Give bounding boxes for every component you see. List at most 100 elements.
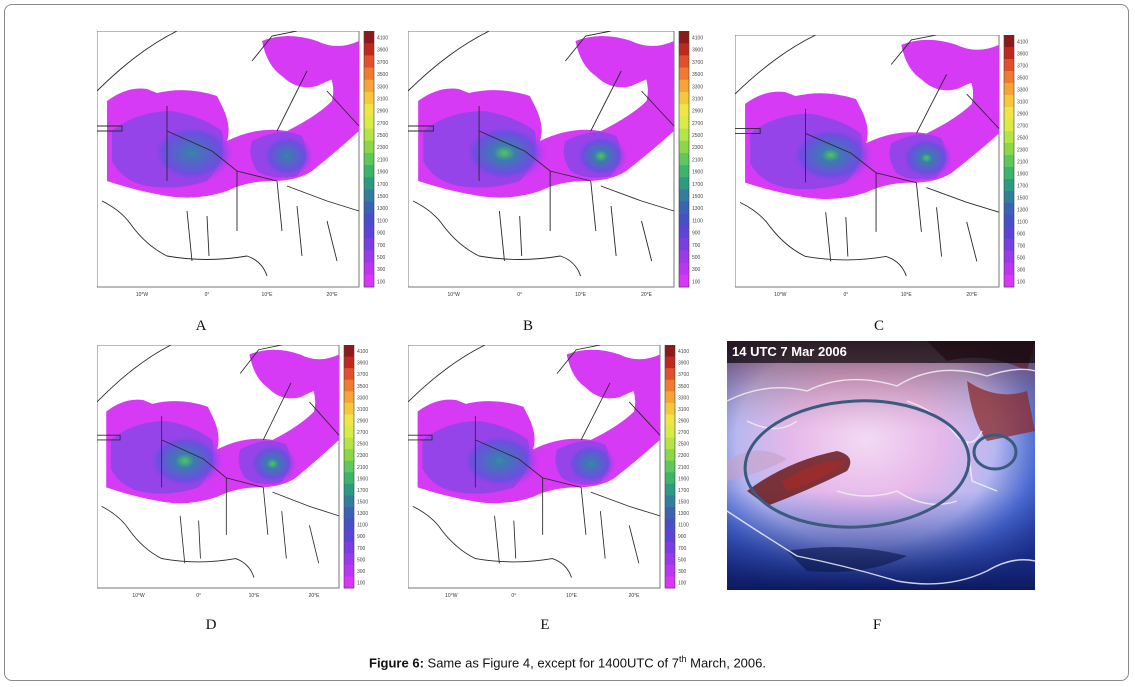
colorbar-segment — [679, 189, 689, 203]
colorbar-tick-label: 3900 — [692, 48, 703, 54]
colorbar-segment — [344, 553, 354, 566]
lon-tick-label: 10°E — [249, 593, 261, 599]
colorbar-segment — [344, 414, 354, 427]
colorbar-tick-label: 900 — [692, 231, 701, 237]
colorbar-segment — [344, 530, 354, 543]
panel-label-d: D — [205, 617, 217, 633]
lon-tick-label: 10°W — [136, 292, 149, 298]
lon-tick-label: 20°E — [309, 593, 321, 599]
colorbar-segment — [665, 553, 675, 566]
colorbar-segment — [679, 140, 689, 154]
colorbar-segment — [679, 250, 689, 264]
colorbar-segment — [679, 43, 689, 56]
colorbar-tick-label: 500 — [357, 557, 366, 563]
satellite-title: 14 UTC 7 Mar 2006 — [732, 344, 847, 359]
colorbar-segment — [364, 116, 374, 130]
colorbar-tick-label: 1900 — [1017, 171, 1028, 177]
colorbar-tick-label: 2300 — [678, 453, 689, 459]
caption-sup: th — [678, 654, 687, 664]
colorbar-tick-label: 2500 — [692, 133, 703, 139]
map-panel-c: 20°N15°N0°N10°W0°10°E20°E410039003700350… — [735, 35, 1045, 299]
colorbar-tick-label: 3500 — [692, 72, 703, 78]
colorbar-segment — [344, 541, 354, 554]
colorbar-segment — [344, 576, 354, 589]
figure-caption: Figure 6: Same as Figure 4, except for 1… — [0, 654, 1135, 670]
colorbar-segment — [364, 165, 374, 178]
colorbar-tick-label: 3300 — [1017, 87, 1028, 93]
colorbar-segment — [665, 530, 675, 543]
colorbar-segment — [364, 201, 374, 215]
colorbar-segment — [364, 79, 374, 93]
colorbar-segment — [344, 472, 354, 485]
colorbar-tick-label: 1500 — [357, 500, 368, 506]
colorbar-tick-label: 1500 — [678, 500, 689, 506]
colorbar-tick-label: 4100 — [678, 349, 689, 355]
colorbar-segment — [665, 472, 675, 485]
colorbar-tick-label: 4100 — [377, 36, 388, 42]
colorbar-segment — [1004, 239, 1014, 252]
colorbar-segment — [344, 368, 354, 381]
colorbar-segment — [1004, 155, 1014, 168]
colorbar-segment — [344, 518, 354, 531]
colorbar-tick-label: 3100 — [1017, 99, 1028, 105]
map-area — [97, 345, 340, 589]
map-panel-b: 20°N15°N0°N10°W0°10°E20°E410039003700350… — [408, 31, 720, 299]
colorbar-segment — [665, 402, 675, 415]
colorbar-tick-label: 3700 — [678, 372, 689, 378]
colorbar-segment — [665, 391, 675, 404]
colorbar-tick-label: 1700 — [357, 488, 368, 494]
caption-text-before: Same as Figure 4, except for 1400UTC of … — [423, 655, 679, 671]
colorbar-tick-label: 2900 — [1017, 111, 1028, 117]
colorbar-tick-label: 2500 — [678, 442, 689, 448]
colorbar-tick-label: 2100 — [1017, 159, 1028, 165]
lon-tick-label: 0° — [196, 593, 201, 599]
lon-tick-label: 0° — [843, 292, 848, 298]
colorbar-segment — [364, 91, 374, 105]
colorbar-tick-label: 2700 — [1017, 123, 1028, 129]
colorbar-tick-label: 2700 — [678, 430, 689, 436]
colorbar-tick-label: 300 — [678, 569, 687, 575]
colorbar-tick-label: 1900 — [678, 476, 689, 482]
panel-label-e: E — [540, 617, 550, 633]
colorbar-tick-label: 100 — [678, 581, 687, 587]
colorbar-tick-label: 2700 — [377, 121, 388, 127]
map-area — [408, 31, 675, 288]
colorbar-tick-label: 4100 — [692, 36, 703, 42]
colorbar-segment — [665, 379, 675, 392]
caption-text-after: March, 2006. — [686, 655, 766, 671]
colorbar-tick-label: 3500 — [678, 384, 689, 390]
colorbar-tick-label: 2500 — [357, 442, 368, 448]
colorbar-tick-label: 1300 — [1017, 207, 1028, 213]
colorbar-tick-label: 3900 — [1017, 51, 1028, 57]
colorbar-segment — [1004, 107, 1014, 120]
colorbar-tick-label: 900 — [678, 534, 687, 540]
colorbar-tick-label: 2100 — [678, 465, 689, 471]
colorbar-tick-label: 2300 — [357, 453, 368, 459]
colorbar-tick-label: 300 — [377, 267, 386, 273]
colorbar-tick-label: 2100 — [357, 465, 368, 471]
colorbar-segment — [344, 391, 354, 404]
lon-tick-label: 0° — [517, 292, 522, 298]
map-area — [735, 35, 1000, 288]
colorbar-tick-label: 300 — [1017, 267, 1026, 273]
panel-label-b: B — [522, 318, 533, 334]
map-area — [97, 31, 360, 288]
colorbar-tick-label: 100 — [377, 279, 386, 285]
colorbar-segment — [364, 250, 374, 264]
colorbar-segment — [364, 104, 374, 117]
colorbar-tick-label: 900 — [377, 231, 386, 237]
colorbar-tick-label: 2100 — [692, 157, 703, 163]
colorbar-segment — [1004, 263, 1014, 276]
colorbar-tick-label: 3100 — [692, 96, 703, 102]
colorbar-tick-label: 3700 — [692, 60, 703, 66]
colorbar-segment — [1004, 167, 1014, 180]
map-panel-d: 20°N15°N0°N10°W0°10°E20°E410039003700350… — [97, 345, 385, 600]
colorbar-segment — [1004, 143, 1014, 156]
colorbar-segment — [679, 104, 689, 117]
colorbar-segment — [1004, 251, 1014, 264]
colorbar-segment — [679, 128, 689, 142]
colorbar-tick-label: 500 — [678, 557, 687, 563]
colorbar-segment — [679, 67, 689, 81]
colorbar-tick-label: 500 — [1017, 255, 1026, 261]
colorbar-tick-label: 3500 — [1017, 75, 1028, 81]
